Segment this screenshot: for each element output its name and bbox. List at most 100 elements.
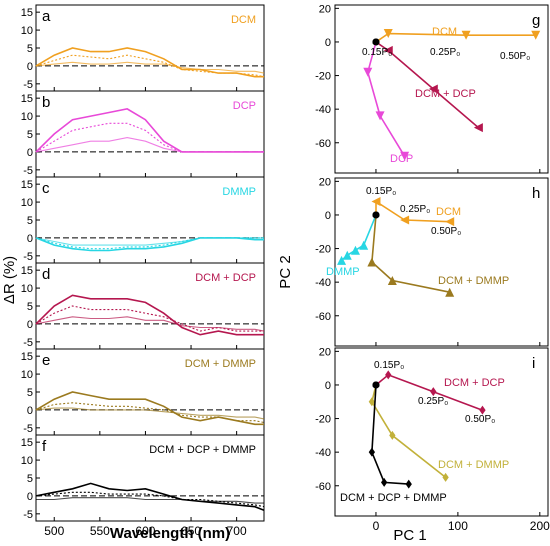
panel-d-series-solid	[35, 294, 264, 336]
left-y-axis-label: ΔR (%)	[1, 256, 18, 304]
panel-h-ytick-label: -40	[315, 277, 331, 289]
panel-e: 15 10 5 0 -5 e DCM + DMMP	[21, 348, 265, 436]
panel-g: 20 0 -20 -40 -60 g DCM DCM + DCP DCP 0.15P₀ 0.25P₀…	[315, 3, 549, 174]
panel-g-point	[363, 67, 373, 77]
panel-a: 15 10 5 0 -5 a DCM	[21, 4, 265, 92]
panel-h-series-label: DCM	[436, 206, 461, 218]
panel-f-ytick-label: 10	[21, 455, 33, 467]
panel-h-ytick-label: 0	[325, 210, 331, 222]
panel-g-ytick-label: -40	[315, 104, 331, 116]
panel-h-frame	[334, 177, 549, 347]
panel-a-ytick-label: 5	[27, 43, 33, 55]
panel-c-ytick-label: 0	[27, 233, 33, 245]
panel-b-ytick-label: -5	[23, 165, 33, 177]
panel-g-point	[473, 123, 483, 133]
panel-h-series-label: DMMP	[326, 266, 360, 278]
bottom-xtick-label: 650	[181, 524, 201, 538]
bottom-xtick-label: 500	[44, 524, 64, 538]
panel-f-ytick-label: 5	[27, 473, 33, 485]
panel-i-trajectory	[371, 384, 447, 479]
panel-b-label: DCP	[233, 100, 256, 112]
panel-c-ytick-label: -5	[23, 251, 33, 263]
panel-e-ytick-label: 10	[21, 369, 33, 381]
panel-c-ytick-label: 10	[21, 197, 33, 209]
panel-b-series-dotted	[35, 122, 264, 153]
panel-i-trajectory	[375, 373, 483, 411]
panel-g-ytick-label: -60	[315, 138, 331, 150]
panel-b: 15 10 5 0 -5 b DCP	[21, 90, 265, 178]
panel-f-ytick-label: 0	[27, 491, 33, 503]
panel-g-point	[383, 45, 393, 55]
panel-c-series-solid-thin	[35, 237, 264, 246]
panel-h-point	[350, 245, 360, 255]
panel-a-letter: a	[42, 8, 51, 25]
panel-e-series-dotted	[35, 402, 265, 424]
panel-h-point	[372, 211, 380, 219]
panel-f-series-solid	[35, 482, 265, 512]
panel-h-point	[400, 215, 410, 225]
panel-i-xtick-label: 100	[448, 519, 468, 533]
panel-g-point	[531, 30, 541, 40]
panel-g-ytick-label: 0	[325, 37, 331, 49]
panel-g-letter: g	[532, 12, 540, 29]
panel-g-power-label: 0.25P₀	[430, 47, 460, 58]
panel-h-series-label: DCM + DMMP	[438, 275, 509, 287]
panel-i-ytick-label: -60	[315, 481, 331, 493]
panel-h-point	[445, 287, 455, 297]
panel-d-series-dotted	[35, 305, 264, 332]
panel-g-point	[461, 30, 471, 40]
panel-i-frame	[334, 347, 549, 517]
panel-h-power-label: 0.15P₀	[366, 186, 396, 197]
panel-f-series-solid-thin	[36, 497, 264, 504]
panel-d-letter: d	[42, 266, 50, 283]
bottom-xtick-label: 550	[90, 524, 110, 538]
panel-f-letter: f	[42, 438, 47, 455]
panel-b-ytick-label: 0	[27, 147, 33, 159]
panel-g-frame	[334, 4, 549, 174]
panel-e-ytick-label: -5	[23, 423, 33, 435]
panel-e-series-solid-thin	[35, 407, 265, 420]
panel-i-ytick-label: -20	[315, 414, 331, 426]
panel-d-ytick-label: 5	[27, 301, 33, 313]
panel-i-point	[389, 430, 396, 440]
panel-f-label: DCM + DCP + DMMP	[149, 444, 256, 456]
panel-h-trajectory	[371, 214, 450, 293]
panel-b-ytick-label: 10	[21, 111, 33, 123]
panel-g-series-label: DCP	[390, 153, 413, 165]
panel-g-series-label: DCM	[432, 26, 457, 38]
panel-e-label: DCM + DMMP	[185, 358, 256, 370]
panel-a-series-dotted	[35, 54, 265, 78]
panel-a-series-solid-thin	[35, 61, 265, 74]
panel-e-ytick-label: 15	[21, 351, 33, 363]
panel-g-point	[428, 84, 438, 94]
panel-b-letter: b	[42, 94, 50, 111]
panel-i-point	[368, 447, 376, 457]
panel-h-point	[445, 217, 455, 227]
panel-e-ytick-label: 5	[27, 387, 33, 399]
panel-h-point	[367, 257, 377, 267]
panel-b-ytick-label: 5	[27, 129, 33, 141]
panel-g-ytick-label: -20	[315, 71, 331, 83]
panel-d-series-solid-thin	[35, 316, 265, 332]
panel-e-ytick-label: 0	[27, 405, 33, 417]
panel-g-series-label: DCM + DCP	[415, 88, 476, 100]
panel-b-frame	[35, 90, 265, 178]
panel-g-point	[375, 111, 385, 121]
bottom-xtick-label: 700	[227, 524, 247, 538]
panel-i-point	[372, 381, 380, 389]
panel-h-point	[371, 197, 381, 207]
panel-i-ytick-label: -40	[315, 447, 331, 459]
right-y-axis-label: PC 2	[277, 255, 294, 288]
panel-h-point	[342, 250, 352, 260]
panel-i-point	[381, 477, 388, 487]
right-x-axis-label: PC 1	[393, 527, 426, 544]
panel-i-ytick-label: 20	[319, 346, 331, 358]
panel-f-ytick-label: 15	[21, 437, 33, 449]
panel-c-label: DMMP	[222, 186, 256, 198]
panel-c: 15 10 5 0 -5 c DMMP	[21, 176, 265, 264]
panel-g-trajectory	[366, 41, 406, 157]
panel-b-series-solid-thin	[35, 137, 264, 153]
panel-d-ytick-label: 0	[27, 319, 33, 331]
panel-g-trajectory	[375, 41, 479, 129]
